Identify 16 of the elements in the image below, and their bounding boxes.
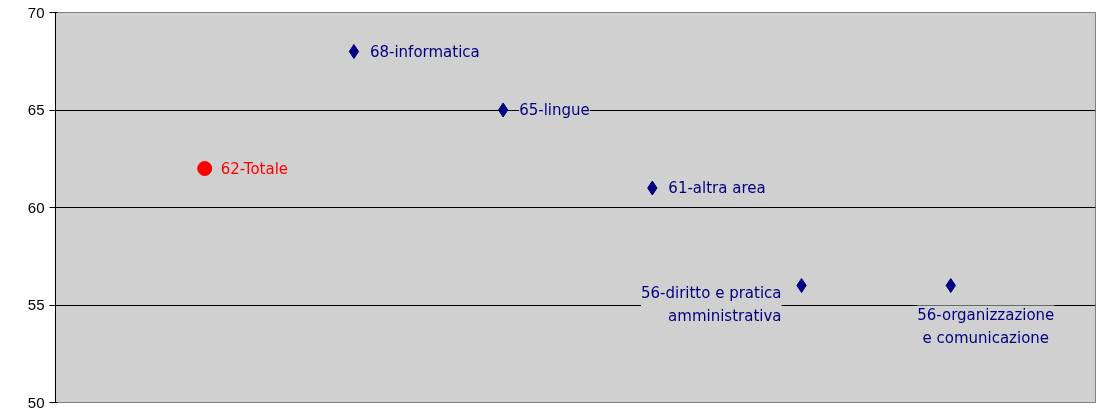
point <box>348 44 360 59</box>
y-tick-label: 55 <box>27 296 45 313</box>
data-label: 65-lingue <box>519 101 590 119</box>
data-label: 56-diritto e pratica amministrativa <box>640 283 782 325</box>
point <box>497 102 509 118</box>
data-label: 62-Totale <box>220 159 289 178</box>
y-tick-label: 60 <box>27 198 45 216</box>
point <box>197 161 213 176</box>
data-label: 61-altra area <box>668 179 766 197</box>
point <box>945 278 956 293</box>
y-tick-label: 70 <box>27 3 45 21</box>
data-label: 68-informatica <box>369 42 480 61</box>
data-label: 56-organizzazione e comunicazione <box>917 305 1055 347</box>
y-tick-label: 65 <box>27 101 45 118</box>
y-tick-label: 50 <box>27 393 45 411</box>
point <box>796 278 807 293</box>
